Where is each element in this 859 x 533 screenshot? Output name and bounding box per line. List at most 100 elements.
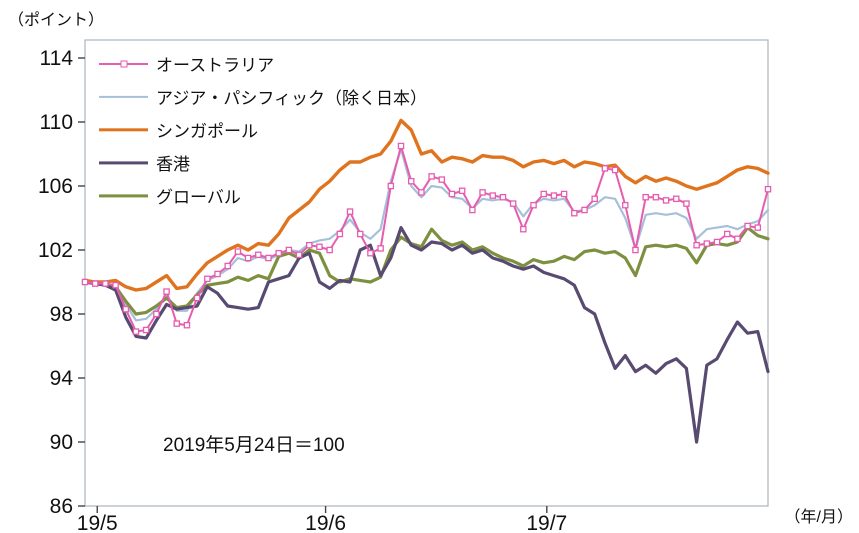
series-marker-australia — [265, 254, 272, 262]
series-marker-australia — [581, 206, 588, 214]
series-marker-australia — [295, 251, 303, 259]
legend-item-australia: オーストラリア — [99, 47, 427, 80]
series-marker-australia — [509, 200, 517, 207]
series-marker-australia — [693, 241, 700, 249]
series-marker-australia — [224, 262, 231, 270]
series-marker-australia — [530, 201, 537, 209]
series-marker-australia — [744, 222, 751, 230]
legend-item-global: グローバル — [99, 179, 427, 212]
series-marker-australia — [683, 200, 690, 207]
legend-label-hong-kong: 香港 — [156, 155, 190, 174]
series-marker-australia — [458, 187, 466, 195]
x-tick-label: 19/5 — [77, 512, 118, 533]
legend-item-asia-pacific-ex-japan: アジア・パシフィック（除く日本） — [99, 80, 427, 113]
series-marker-australia — [387, 182, 395, 190]
series-line-hong-kong — [83, 226, 770, 444]
series-marker-australia — [540, 190, 547, 198]
series-marker-australia — [346, 208, 354, 215]
series-marker-australia — [122, 305, 130, 313]
legend-label-singapore: シンガポール — [156, 122, 258, 141]
series-marker-australia — [234, 248, 242, 255]
series-marker-australia — [754, 224, 762, 231]
series-marker-australia — [326, 246, 333, 254]
series-marker-australia — [632, 246, 639, 254]
y-tick-label: 114 — [40, 47, 74, 70]
series-marker-australia — [418, 189, 425, 196]
series-marker-australia — [132, 328, 140, 335]
series-marker-australia — [407, 177, 415, 185]
legend-swatch-hong-kong — [99, 157, 148, 169]
series-line-global — [83, 226, 770, 316]
y-tick-label: 86 — [50, 495, 73, 518]
legend-label-asia-pacific-ex-japan: アジア・パシフィック（除く日本） — [156, 89, 427, 108]
legend-label-australia: オーストラリア — [156, 56, 275, 75]
series-marker-australia — [214, 270, 221, 278]
series-marker-australia — [499, 193, 507, 201]
series-marker-australia — [479, 189, 486, 196]
legend: オーストラリアアジア・パシフィック（除く日本） シンガポール 香港グローバル — [99, 47, 427, 212]
series-marker-australia — [662, 197, 670, 204]
legend-line-global — [99, 193, 148, 198]
x-tick-label: 19/6 — [305, 512, 346, 533]
series-marker-australia — [153, 310, 160, 318]
series-marker-australia — [112, 281, 119, 289]
series-marker-australia — [611, 166, 619, 174]
series-marker-australia — [81, 278, 89, 286]
legend-label-global: グローバル — [156, 188, 241, 207]
series-marker-australia — [336, 230, 344, 238]
base-date-annotation: 2019年5月24日＝100 — [163, 435, 345, 456]
legend-swatch-asia-pacific-ex-japan — [99, 91, 148, 103]
series-marker-australia — [489, 192, 497, 199]
y-tick-label: 98 — [50, 303, 73, 326]
series-marker-australia — [173, 320, 180, 327]
series-marker-australia — [204, 275, 211, 283]
series-marker-australia — [397, 142, 405, 150]
series-marker-australia — [377, 245, 384, 252]
series-marker-australia — [673, 195, 680, 203]
legend-swatch-singapore — [99, 124, 148, 136]
series-marker-australia — [244, 254, 252, 262]
series-marker-australia — [469, 206, 476, 214]
x-axis-unit-label: （年/月） — [784, 509, 853, 526]
series-marker-australia — [764, 185, 772, 193]
series-marker-australia — [601, 165, 609, 172]
legend-item-hong-kong: 香港 — [99, 146, 427, 179]
series-marker-australia — [713, 238, 721, 246]
legend-line-singapore — [99, 127, 148, 132]
series-marker-australia — [734, 235, 741, 243]
series-marker-australia — [91, 280, 99, 287]
series-marker-australia — [591, 195, 598, 203]
y-tick-label: 106 — [38, 175, 73, 198]
series-marker-australia — [428, 173, 435, 180]
y-axis-unit-label: （ポイント） — [8, 12, 105, 29]
series-marker-australia — [255, 251, 262, 259]
series-marker-australia — [703, 240, 711, 247]
x-tick-label: 19/7 — [526, 512, 567, 533]
y-tick-label: 102 — [38, 239, 73, 262]
legend-line-asia-pacific-ex-japan — [99, 95, 148, 98]
legend-line-hong-kong — [99, 160, 148, 165]
series-marker-australia — [622, 201, 629, 209]
legend-marker-australia — [120, 60, 127, 67]
series-marker-australia — [652, 193, 660, 201]
legend-item-singapore: シンガポール — [99, 113, 427, 146]
series-marker-australia — [571, 209, 578, 217]
series-marker-australia — [560, 190, 568, 198]
plot-frame — [84, 39, 769, 507]
series-marker-australia — [306, 241, 313, 249]
series-marker-australia — [367, 249, 374, 257]
series-marker-australia — [520, 225, 527, 233]
series-marker-australia — [642, 193, 649, 201]
series-marker-australia — [356, 230, 364, 238]
series-marker-australia — [723, 230, 731, 238]
series-marker-australia — [285, 246, 293, 254]
series-marker-australia — [448, 190, 456, 198]
series-marker-australia — [142, 326, 150, 334]
series-line-singapore — [83, 118, 770, 292]
series-marker-australia — [193, 294, 201, 302]
y-tick-label: 90 — [50, 431, 73, 454]
series-marker-australia — [316, 243, 323, 251]
y-tick-label: 110 — [40, 111, 73, 134]
